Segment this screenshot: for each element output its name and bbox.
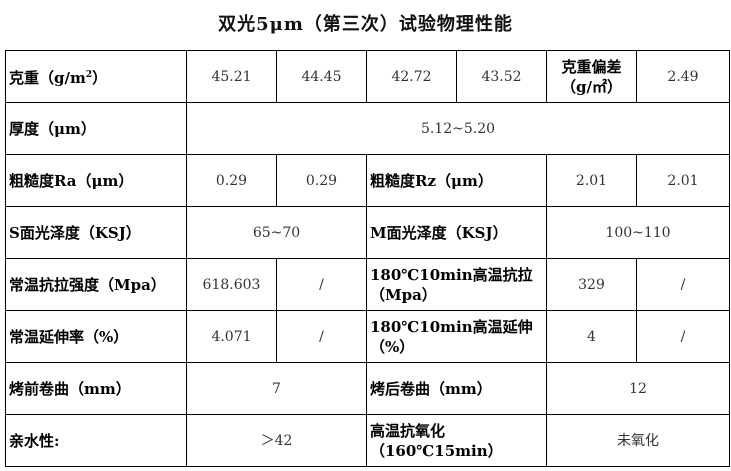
properties-table: 克重（g/m2） 45.21 44.45 42.72 43.52 克重偏差（g/… [5, 50, 730, 467]
hot-tensile-value: 329 [546, 258, 637, 311]
table-row: 常温延伸率（%） 4.071 / 180℃10min高温延伸（%） 4 / [5, 310, 730, 363]
table-row: 克重（g/m2） 45.21 44.45 42.72 43.52 克重偏差（g/… [5, 50, 730, 103]
weight-value: 43.52 [456, 50, 547, 103]
tensile-value: 618.603 [186, 258, 277, 311]
table-row: 常温抗拉强度（Mpa） 618.603 / 180℃10min高温抗拉（Mpa）… [5, 258, 730, 311]
roughness-rz-label: 粗糙度Rz（μm） [366, 154, 547, 207]
table-row: 烤前卷曲（mm） 7 烤后卷曲（mm） 12 [5, 362, 730, 415]
table-row: S面光泽度（KSJ） 65~70 M面光泽度（KSJ） 100~110 [5, 206, 730, 259]
roughness-ra-value: 0.29 [186, 154, 277, 207]
curl-before-value: 7 [186, 362, 367, 415]
elongation-value: / [276, 310, 367, 363]
curl-before-label: 烤前卷曲（mm） [5, 362, 187, 415]
table-row: 厚度（μm） 5.12~5.20 [5, 102, 730, 155]
oxidation-label: 高温抗氧化（160℃15min） [366, 414, 547, 467]
s-gloss-label: S面光泽度（KSJ） [5, 206, 187, 259]
roughness-rz-value: 2.01 [546, 154, 637, 207]
thickness-label: 厚度（μm） [5, 102, 187, 155]
roughness-ra-value: 0.29 [276, 154, 367, 207]
m-gloss-label: M面光泽度（KSJ） [366, 206, 547, 259]
hydrophilicity-value: ＞42 [186, 414, 367, 467]
hot-tensile-label: 180℃10min高温抗拉（Mpa） [366, 258, 547, 311]
curl-after-value: 12 [546, 362, 730, 415]
weight-value: 42.72 [366, 50, 457, 103]
roughness-ra-label: 粗糙度Ra（μm） [5, 154, 187, 207]
document-title: 双光5μm（第三次）试验物理性能 [218, 14, 513, 35]
m-gloss-value: 100~110 [546, 206, 730, 259]
hot-elongation-value: 4 [546, 310, 637, 363]
tensile-label: 常温抗拉强度（Mpa） [5, 258, 187, 311]
weight-deviation-value: 2.49 [636, 50, 730, 103]
oxidation-value: 未氧化 [546, 414, 730, 467]
curl-after-label: 烤后卷曲（mm） [366, 362, 547, 415]
hot-elongation-value: / [636, 310, 730, 363]
elongation-value: 4.071 [186, 310, 277, 363]
table-row: 粗糙度Ra（μm） 0.29 0.29 粗糙度Rz（μm） 2.01 2.01 [5, 154, 730, 207]
weight-value: 44.45 [276, 50, 367, 103]
roughness-rz-value: 2.01 [636, 154, 730, 207]
weight-deviation-label: 克重偏差（g/㎡） [546, 50, 637, 103]
table-row: 亲水性: ＞42 高温抗氧化（160℃15min） 未氧化 [5, 414, 730, 467]
elongation-label: 常温延伸率（%） [5, 310, 187, 363]
hydrophilicity-label: 亲水性: [5, 414, 187, 467]
s-gloss-value: 65~70 [186, 206, 367, 259]
hot-elongation-label: 180℃10min高温延伸（%） [366, 310, 547, 363]
weight-label: 克重（g/m2） [5, 50, 187, 103]
hot-tensile-value: / [636, 258, 730, 311]
weight-value: 45.21 [186, 50, 277, 103]
tensile-value: / [276, 258, 367, 311]
thickness-value: 5.12~5.20 [186, 102, 730, 155]
